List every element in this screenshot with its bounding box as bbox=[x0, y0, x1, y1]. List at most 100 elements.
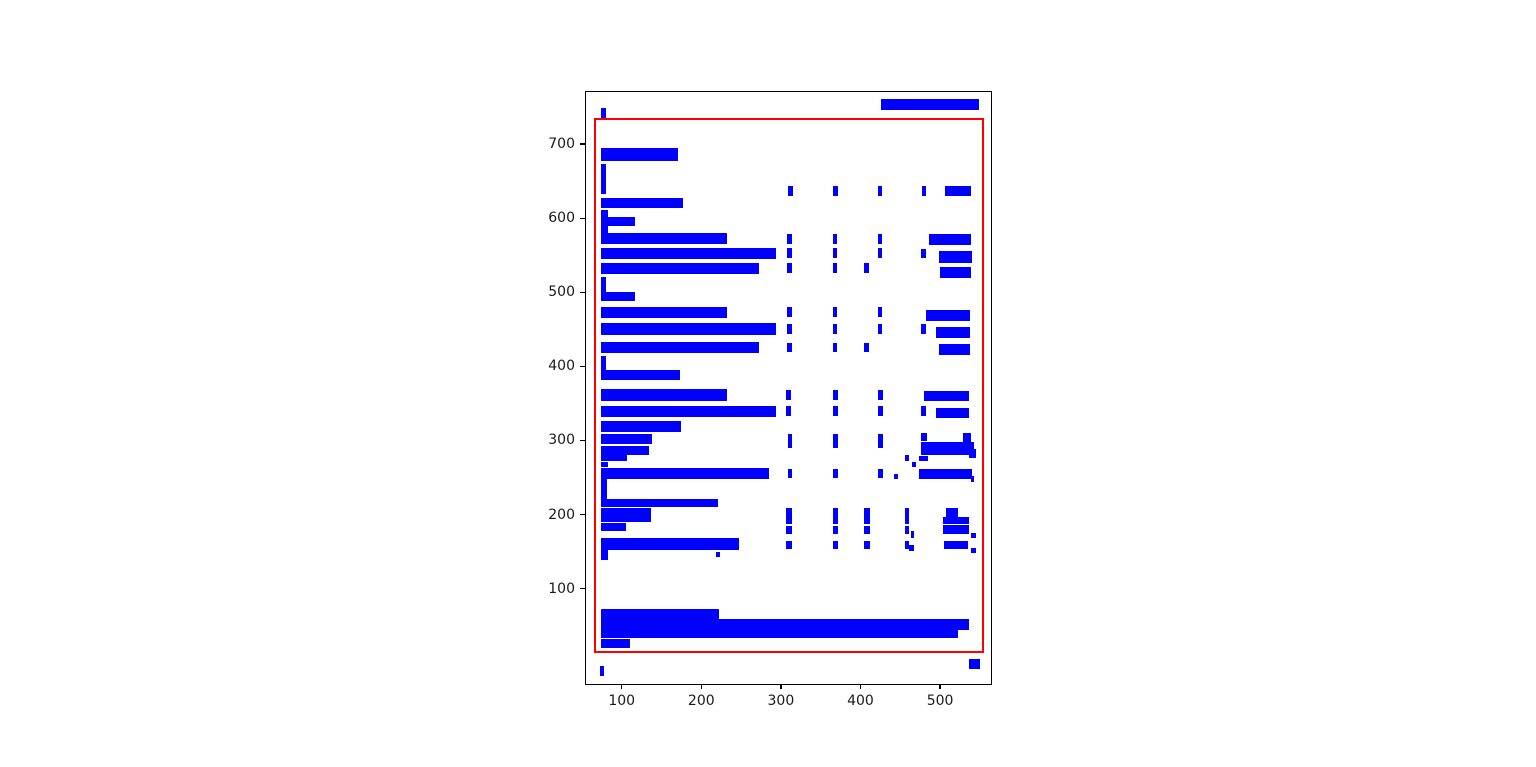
data-rect bbox=[601, 461, 608, 467]
data-rect bbox=[601, 454, 627, 462]
data-rect bbox=[832, 525, 838, 535]
data-rect bbox=[601, 619, 970, 631]
data-rect bbox=[601, 233, 727, 245]
data-rect bbox=[832, 389, 838, 400]
data-rect bbox=[601, 445, 649, 455]
data-rect bbox=[938, 251, 973, 263]
data-rect bbox=[904, 507, 910, 525]
data-rect bbox=[601, 148, 678, 161]
data-rect bbox=[601, 630, 958, 639]
data-rect bbox=[601, 262, 760, 274]
data-rect bbox=[920, 442, 974, 456]
data-rect bbox=[970, 533, 977, 538]
data-rect bbox=[921, 324, 926, 334]
data-rect bbox=[864, 342, 870, 353]
data-rect bbox=[601, 216, 636, 227]
x-tick-mark bbox=[700, 683, 702, 689]
data-rect bbox=[877, 185, 883, 196]
x-tick-label: 300 bbox=[767, 692, 795, 709]
data-rect bbox=[909, 544, 915, 552]
data-rect bbox=[925, 310, 971, 321]
x-tick-label: 400 bbox=[847, 692, 874, 709]
data-rect bbox=[877, 233, 883, 244]
data-rect bbox=[945, 185, 971, 196]
data-rect bbox=[833, 433, 838, 448]
data-rect bbox=[832, 185, 838, 196]
data-rect bbox=[919, 468, 972, 479]
y-tick-label: 400 bbox=[548, 358, 575, 375]
data-rect bbox=[877, 405, 883, 416]
data-rect bbox=[787, 248, 793, 259]
data-rect bbox=[601, 507, 651, 522]
data-rect bbox=[601, 639, 631, 648]
x-tick-label: 500 bbox=[926, 692, 954, 709]
data-rect bbox=[601, 405, 776, 417]
y-tick-mark bbox=[580, 291, 585, 293]
data-rect bbox=[921, 432, 928, 442]
data-rect bbox=[601, 420, 681, 432]
data-rect bbox=[922, 185, 926, 196]
data-rect bbox=[912, 461, 916, 468]
y-tick-mark bbox=[580, 365, 585, 368]
data-rect bbox=[715, 551, 721, 558]
data-rect bbox=[921, 248, 926, 259]
data-rect bbox=[969, 659, 980, 670]
data-rect bbox=[601, 369, 680, 380]
data-rect bbox=[601, 478, 607, 499]
data-rect bbox=[787, 263, 793, 274]
data-rect bbox=[864, 507, 870, 525]
data-rect bbox=[786, 507, 792, 525]
data-rect bbox=[601, 522, 626, 532]
y-tick-mark bbox=[580, 588, 585, 590]
data-rect bbox=[601, 198, 683, 208]
data-rect bbox=[924, 391, 970, 402]
data-rect bbox=[787, 342, 793, 353]
y-tick-label: 500 bbox=[548, 284, 575, 301]
data-rect bbox=[904, 525, 910, 535]
data-rect bbox=[970, 547, 977, 553]
data-rect bbox=[938, 344, 971, 356]
data-rect bbox=[905, 454, 910, 461]
data-rect bbox=[832, 323, 838, 334]
data-rect bbox=[904, 540, 910, 550]
data-rect bbox=[878, 433, 883, 448]
data-rect bbox=[832, 507, 838, 525]
data-rect bbox=[832, 248, 838, 259]
data-rect bbox=[601, 498, 718, 507]
y-tick-label: 600 bbox=[548, 210, 575, 227]
data-rect bbox=[786, 540, 792, 550]
data-rect bbox=[787, 433, 793, 448]
data-rect bbox=[601, 355, 606, 376]
x-tick-mark bbox=[780, 683, 782, 689]
data-rect bbox=[787, 185, 793, 196]
data-rect bbox=[787, 323, 793, 334]
data-rect bbox=[877, 307, 883, 317]
data-rect bbox=[935, 408, 970, 419]
data-rect bbox=[877, 389, 883, 400]
x-tick-mark bbox=[939, 683, 941, 689]
data-rect bbox=[786, 389, 792, 400]
x-tick-label: 200 bbox=[687, 692, 715, 709]
data-rect bbox=[832, 540, 838, 550]
data-rect bbox=[910, 531, 915, 538]
data-rect bbox=[942, 525, 970, 535]
data-rect bbox=[944, 540, 968, 550]
data-rect bbox=[864, 540, 870, 550]
data-rect bbox=[942, 517, 970, 525]
data-rect bbox=[969, 448, 977, 458]
data-rect bbox=[864, 525, 870, 535]
y-tick-label: 200 bbox=[548, 506, 575, 523]
data-rect bbox=[864, 263, 870, 274]
data-rect bbox=[601, 468, 770, 479]
y-tick-mark bbox=[580, 439, 585, 442]
plot-area bbox=[585, 91, 992, 685]
x-tick-mark bbox=[621, 683, 623, 689]
data-rect bbox=[601, 248, 776, 260]
data-rect bbox=[921, 406, 926, 416]
data-rect bbox=[601, 538, 740, 550]
y-tick-label: 700 bbox=[548, 135, 575, 152]
red-bounding-box bbox=[593, 117, 985, 654]
data-rect bbox=[786, 525, 792, 535]
data-rect bbox=[832, 307, 838, 317]
data-rect bbox=[877, 248, 883, 259]
